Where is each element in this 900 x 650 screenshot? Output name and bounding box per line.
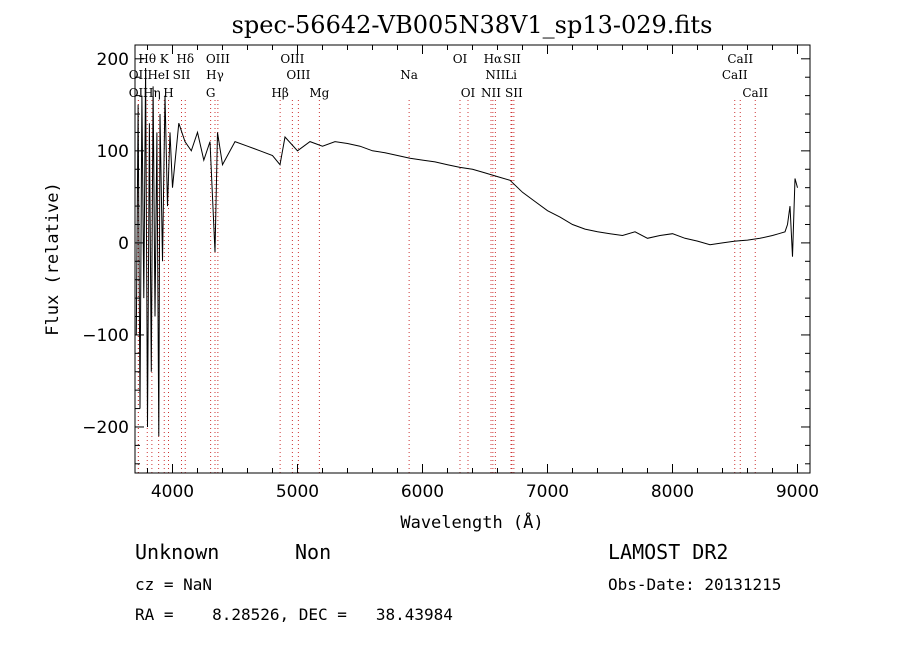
y-tick-label: 100	[97, 142, 129, 162]
line-label: HeI	[147, 68, 170, 82]
y-tick-label: −200	[82, 418, 129, 438]
line-label: OII	[129, 68, 149, 82]
ra-dec-coordinates: RA = 8.28526, DEC = 38.43984	[135, 605, 453, 624]
plot-frame	[134, 44, 811, 474]
y-axis-label: Flux (relative)	[43, 182, 63, 336]
redshift-cz: cz = NaN	[135, 575, 213, 594]
line-label: OIII	[286, 68, 310, 82]
line-label: SII	[505, 86, 523, 100]
line-label: OI	[461, 86, 476, 100]
line-label: Hγ	[206, 68, 224, 82]
line-label: K	[160, 52, 170, 66]
line-label: OII	[129, 86, 149, 100]
spectral-class: Unknown	[135, 540, 220, 564]
line-label: SII	[173, 68, 191, 82]
line-label: NII	[485, 68, 505, 82]
x-tick-label: 9000	[776, 482, 819, 502]
line-label: Hη	[143, 86, 161, 100]
y-tick-label: 200	[97, 50, 129, 70]
spectrum-series-line	[135, 67, 798, 437]
x-axis: 4000 5000 6000 7000 8000 9000	[147, 45, 819, 502]
line-label: Hδ	[176, 52, 194, 66]
line-label: Mg	[309, 86, 329, 100]
y-axis: −200 −100 0 100 200	[82, 50, 810, 465]
x-tick-label: 8000	[651, 482, 694, 502]
x-tick-label: 7000	[526, 482, 569, 502]
x-axis-label: Wavelength (Å)	[400, 511, 543, 533]
line-label: G	[206, 86, 216, 100]
line-label: Li	[505, 68, 517, 82]
x-tick-label: 6000	[401, 482, 444, 502]
line-label: Na	[400, 68, 418, 82]
y-tick-label: −100	[82, 326, 129, 346]
line-label: Hθ	[138, 52, 156, 66]
line-label: OIII	[280, 52, 304, 66]
line-label: Hβ	[271, 86, 288, 100]
line-label: OIII	[206, 52, 230, 66]
survey-name: LAMOST DR2	[608, 540, 729, 564]
observation-date: Obs-Date: 20131215	[608, 575, 782, 594]
line-label: OI	[453, 52, 468, 66]
x-tick-label: 4000	[151, 482, 194, 502]
line-label: CaII	[722, 68, 748, 82]
line-label: NII	[481, 86, 501, 100]
line-label: SII	[503, 52, 521, 66]
y-tick-label: 0	[118, 234, 129, 254]
x-tick-label: 5000	[276, 482, 319, 502]
chart-title: spec-56642-VB005N38V1_sp13-029.fits	[232, 11, 713, 39]
line-label: CaII	[742, 86, 768, 100]
line-label: Hα	[484, 52, 503, 66]
spectral-subclass: Non	[295, 540, 332, 564]
line-label: CaII	[727, 52, 753, 66]
line-label: H	[163, 86, 173, 100]
